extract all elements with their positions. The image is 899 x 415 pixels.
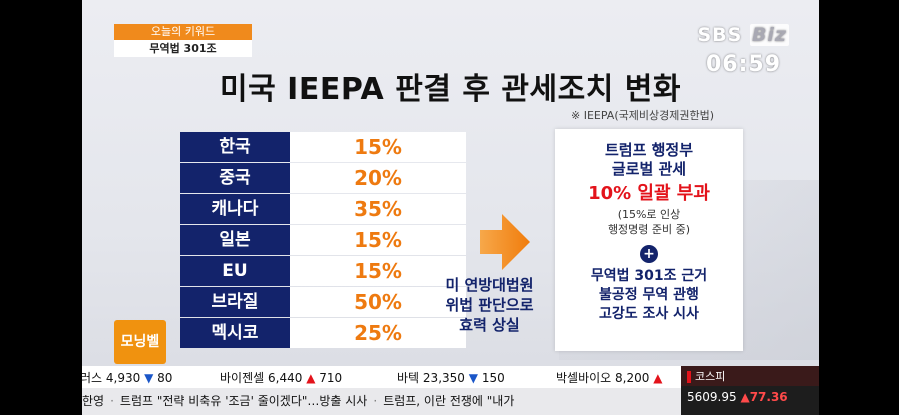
country-cell: 멕시코 <box>180 318 290 348</box>
ticker-item: 바텍 23,350 ▼ 150 <box>397 369 505 386</box>
country-cell: 일본 <box>180 225 290 255</box>
rate-cell: 50% <box>290 287 466 317</box>
table-row: 캐나다 35% <box>180 194 466 224</box>
kospi-change: 77.36 <box>749 390 788 404</box>
country-cell: 브라질 <box>180 287 290 317</box>
rate-cell: 15% <box>290 256 466 286</box>
down-arrow-icon: ▼ <box>468 371 478 385</box>
ticker-value: 4,930 <box>105 371 141 385</box>
ticker-item: 박셀바이오 8,200 ▲ <box>556 369 662 386</box>
country-cell: 한국 <box>180 132 290 162</box>
ticker-name: 러스 <box>82 371 103 385</box>
rate-cell: 25% <box>290 318 466 348</box>
admin-line-3: 무역법 301조 근거 <box>590 268 708 284</box>
sbs-biz-logo: SBS Biz <box>697 24 789 46</box>
up-arrow-icon: ▲ <box>306 371 316 385</box>
court-line-2: 위법 판단으로 <box>445 296 534 314</box>
rate-cell: 15% <box>290 225 466 255</box>
admin-line-1: 트럼프 행정부 <box>604 141 694 159</box>
arrow-right-icon <box>480 214 530 270</box>
admin-line-4: 불공정 무역 관행 <box>599 287 699 303</box>
court-ruling-text: 미 연방대법원 위법 판단으로 효력 상실 <box>417 275 562 335</box>
tariff-table: 한국 15% 중국 20% 캐나다 35% 일본 15% EU 15% 브라질 … <box>180 132 466 349</box>
admin-note-1: (15%로 인상 <box>617 208 681 221</box>
court-line-3: 효력 상실 <box>459 316 520 334</box>
keyword-value: 무역법 301조 <box>114 40 252 57</box>
country-cell: 캐나다 <box>180 194 290 224</box>
news-item: 한영 <box>82 394 105 408</box>
rate-cell: 35% <box>290 194 466 224</box>
ticker-item: 러스 4,930 ▼ 80 <box>82 369 172 386</box>
table-row: EU 15% <box>180 256 466 286</box>
down-arrow-icon: ▼ <box>144 371 154 385</box>
rate-cell: 15% <box>290 132 466 162</box>
table-row: 브라질 50% <box>180 287 466 317</box>
footnote: ※ IEEPA(국제비상경제권한법) <box>571 109 714 122</box>
news-separator: · <box>373 394 378 408</box>
table-row: 중국 20% <box>180 163 466 193</box>
broadcast-screen: 오늘의 키워드 무역법 301조 SBS Biz 06:59 미국 IEEPA … <box>82 0 819 415</box>
keyword-header: 오늘의 키워드 <box>114 24 252 40</box>
morning-bell-badge: 모닝벨 <box>114 320 166 364</box>
up-arrow-icon: ▲ <box>740 390 750 404</box>
kospi-label: 코스피 <box>681 366 819 386</box>
clock: 06:59 <box>705 52 781 77</box>
admin-line-2: 글로벌 관세 <box>611 160 687 178</box>
tariff-highlight: 10% 일괄 부과 <box>588 183 710 204</box>
admin-note-2: 행정명령 준비 중) <box>607 223 691 236</box>
table-row: 한국 15% <box>180 132 466 162</box>
ticker-change: 710 <box>319 371 343 385</box>
country-cell: EU <box>180 256 290 286</box>
news-separator: · <box>110 394 114 408</box>
ticker-change: 80 <box>157 371 173 385</box>
ticker-item: 바이젠셀 6,440 ▲ 710 <box>220 369 342 386</box>
logo-sbs: SBS <box>697 24 743 46</box>
ticker-name: 바이젠셀 <box>220 371 265 385</box>
up-arrow-icon: ▲ <box>653 371 663 385</box>
kospi-marker-icon <box>687 371 691 383</box>
stock-ticker: 러스 4,930 ▼ 80 바이젠셀 6,440 ▲ 710 바텍 23,350… <box>82 366 819 388</box>
kospi-value-row: 5609.95 ▲77.36 <box>681 386 819 408</box>
plus-icon: + <box>640 245 658 263</box>
admin-line-5: 고강도 조사 시사 <box>599 306 699 322</box>
ticker-value: 6,440 <box>268 371 303 385</box>
ticker-value: 8,200 <box>615 371 650 385</box>
court-line-1: 미 연방대법원 <box>445 276 534 294</box>
keyword-box: 오늘의 키워드 무역법 301조 <box>114 24 252 57</box>
logo-biz: Biz <box>749 24 789 46</box>
page-title: 미국 IEEPA 판결 후 관세조치 변화 <box>220 72 681 107</box>
table-row: 일본 15% <box>180 225 466 255</box>
ticker-name: 박셀바이오 <box>556 371 612 385</box>
country-cell: 중국 <box>180 163 290 193</box>
rate-cell: 20% <box>290 163 466 193</box>
kospi-index: 코스피 5609.95 ▲77.36 <box>681 366 819 415</box>
ticker-change: 150 <box>481 371 505 385</box>
table-row: 멕시코 25% <box>180 318 466 348</box>
news-item: 트럼프, 이란 전쟁에 "내가 <box>383 394 515 408</box>
news-item: 트럼프 "전략 비축유 '조금' 줄이겠다"…방출 시사 <box>119 394 368 408</box>
trump-admin-box: 트럼프 행정부 글로벌 관세 10% 일괄 부과 (15%로 인상 행정명령 준… <box>555 129 743 351</box>
kospi-value: 5609.95 <box>687 390 737 404</box>
kospi-label-text: 코스피 <box>695 370 726 383</box>
news-ticker: 한영 · 트럼프 "전략 비축유 '조금' 줄이겠다"…방출 시사 · 트럼프, 이란 … <box>82 388 681 415</box>
ticker-value: 23,350 <box>422 371 465 385</box>
ticker-name: 바텍 <box>397 371 420 385</box>
